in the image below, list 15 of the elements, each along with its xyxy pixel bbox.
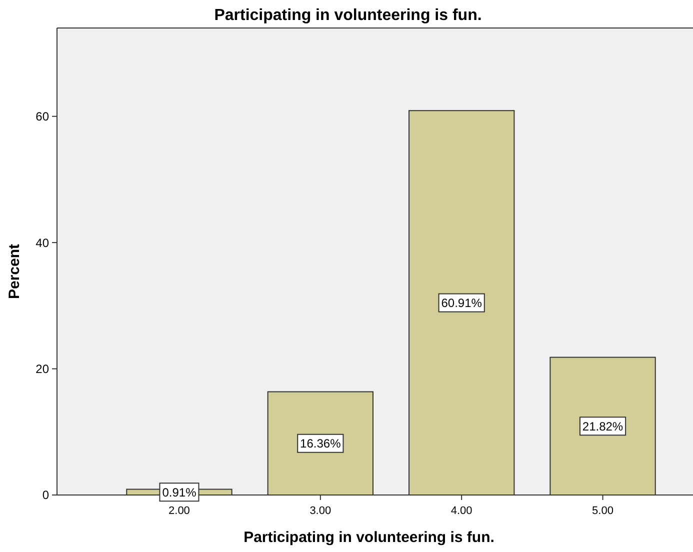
y-tick-label: 60: [36, 110, 50, 124]
x-axis-title: Participating in volunteering is fun.: [244, 529, 494, 546]
y-tick-label: 0: [42, 488, 50, 502]
chart-title: Participating in volunteering is fun.: [214, 7, 482, 24]
y-tick-label: 20: [36, 362, 50, 376]
y-tick-label: 40: [36, 236, 50, 250]
data-label: 21.82%: [582, 419, 624, 434]
x-tick-label: 5.00: [592, 505, 614, 517]
data-label: 60.91%: [441, 296, 482, 310]
x-tick-label: 3.00: [310, 505, 332, 517]
y-axis-title: Percent: [6, 244, 23, 300]
data-label: 16.36%: [300, 436, 342, 451]
data-label: 0.91%: [162, 485, 197, 500]
x-tick-label: 2.00: [168, 505, 190, 517]
x-tick-label: 4.00: [450, 505, 472, 517]
